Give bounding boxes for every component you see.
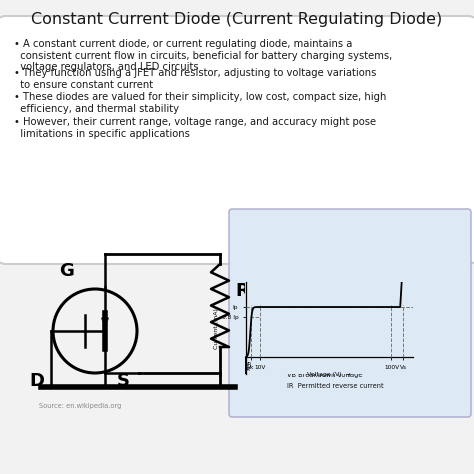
Text: IR: IR <box>246 367 251 372</box>
Text: Explanation of terms: Explanation of terms <box>287 326 365 332</box>
Text: 0.8Ip or greater current: 0.8Ip or greater current <box>287 361 376 366</box>
Text: limitations in specific applications: limitations in specific applications <box>14 128 190 138</box>
Text: Constant Current Diode (Current Regulating Diode): Constant Current Diode (Current Regulati… <box>31 12 443 27</box>
Text: VR: VR <box>245 362 252 367</box>
Y-axis label: Current (mA): Current (mA) <box>214 308 219 349</box>
Text: voltage regulators, and LED circuits: voltage regulators, and LED circuits <box>14 62 199 72</box>
Text: • However, their current range, voltage range, and accuracy might pose: • However, their current range, voltage … <box>14 117 376 127</box>
Text: S: S <box>117 372 129 390</box>
Text: efficiency, and thermal stability: efficiency, and thermal stability <box>14 103 179 113</box>
Text: consistent current flow in circuits, beneficial for battery charging systems,: consistent current flow in circuits, ben… <box>14 51 392 61</box>
Text: to ensure constant current: to ensure constant current <box>14 80 153 90</box>
Text: D: D <box>29 372 45 390</box>
Text: G: G <box>60 262 74 280</box>
FancyBboxPatch shape <box>0 16 474 264</box>
X-axis label: Voltage (V)  →: Voltage (V) → <box>307 373 351 377</box>
Text: • A constant current diode, or current regulating diode, maintains a: • A constant current diode, or current r… <box>14 39 352 49</box>
Text: IR  Permitted reverse current: IR Permitted reverse current <box>287 383 383 390</box>
Text: Ip  Pinch-off current at 10V: Ip Pinch-off current at 10V <box>287 337 377 344</box>
Text: VB Breakdown voltage: VB Breakdown voltage <box>287 372 363 378</box>
Text: S: S <box>246 291 255 304</box>
Text: • They function using a JFET and resistor, adjusting to voltage variations: • They function using a JFET and resisto… <box>14 68 376 78</box>
FancyBboxPatch shape <box>229 209 471 417</box>
Text: Vk Voltage which produces: Vk Voltage which produces <box>287 349 377 355</box>
Text: • These diodes are valued for their simplicity, low cost, compact size, high: • These diodes are valued for their simp… <box>14 92 386 102</box>
Text: Source: en.wikipedia.org: Source: en.wikipedia.org <box>39 403 121 409</box>
Text: R: R <box>235 282 249 300</box>
